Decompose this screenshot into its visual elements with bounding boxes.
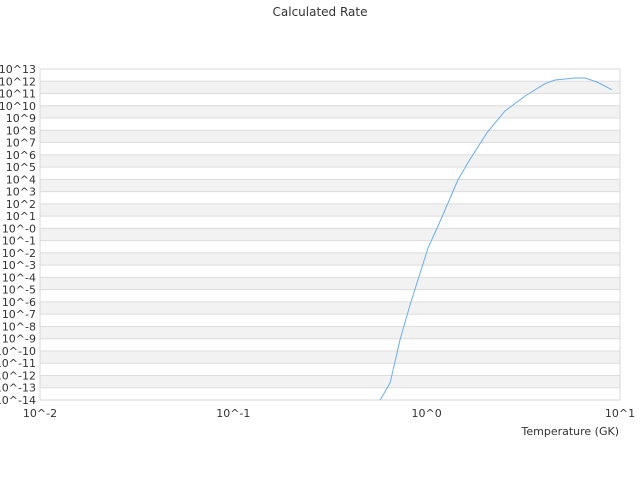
y-tick-label: 10^-7 xyxy=(2,308,36,321)
grid-band xyxy=(40,252,620,266)
y-tick-label: 10^-14 xyxy=(0,394,36,407)
y-tick-label: 10^-5 xyxy=(2,284,36,297)
x-tick-label: 10^-2 xyxy=(23,407,57,420)
grid-band xyxy=(40,154,620,168)
x-tick-label: 10^1 xyxy=(605,407,635,420)
grid-band xyxy=(40,277,620,290)
y-tick-label: 10^13 xyxy=(0,63,36,76)
plot-frame xyxy=(39,68,621,401)
y-tick-label: 10^-10 xyxy=(0,345,36,358)
y-tick-label: 10^1 xyxy=(6,210,36,223)
y-tick-label: 10^-13 xyxy=(0,382,36,395)
grid-band xyxy=(40,350,620,364)
y-tick-label: 10^11 xyxy=(0,88,36,101)
grid-band xyxy=(40,203,620,217)
chart-title: Calculated Rate xyxy=(273,5,368,19)
y-tick-label: 10^-11 xyxy=(0,357,36,370)
y-tick-label: 10^-8 xyxy=(2,320,36,333)
y-tick-label: 10^-9 xyxy=(2,333,36,346)
y-tick-label: 10^-3 xyxy=(2,259,36,272)
grid-band xyxy=(40,130,620,143)
grid-band xyxy=(40,326,620,339)
y-tick-label: 10^3 xyxy=(6,186,36,199)
y-tick-label: 10^8 xyxy=(6,124,36,137)
y-tick-label: 10^12 xyxy=(0,75,36,88)
grid-band xyxy=(40,81,620,94)
y-tick-label: 10^10 xyxy=(0,100,36,113)
x-tick-label: 10^0 xyxy=(412,407,442,420)
grid-band xyxy=(40,375,620,388)
y-tick-label: 10^-4 xyxy=(2,271,36,284)
grid-band xyxy=(40,105,620,119)
y-tick-label: 10^-12 xyxy=(0,369,36,382)
grid-band xyxy=(40,228,620,241)
grid-band xyxy=(40,301,620,315)
y-tick-label: 10^5 xyxy=(6,161,36,174)
y-axis-ticks: 10^1310^1210^1110^1010^910^810^710^610^5… xyxy=(0,63,36,407)
y-tick-label: 10^-1 xyxy=(2,235,36,248)
y-tick-label: 10^2 xyxy=(6,198,36,211)
y-tick-label: 10^-2 xyxy=(2,247,36,260)
x-axis-label: Temperature (GK) xyxy=(521,425,620,438)
grid-band xyxy=(40,179,620,192)
y-tick-label: 10^6 xyxy=(6,149,36,162)
y-tick-label: 10^7 xyxy=(6,137,36,150)
y-tick-label: 10^9 xyxy=(6,112,36,125)
x-axis-ticks: 10^-2 10^-1 10^0 10^1 xyxy=(23,407,635,420)
x-tick-label: 10^-1 xyxy=(216,407,250,420)
y-tick-label: 10^-0 xyxy=(2,222,36,235)
grid-bands xyxy=(40,81,620,388)
y-tick-label: 10^4 xyxy=(6,173,36,186)
series-line xyxy=(379,77,613,401)
y-tick-label: 10^-6 xyxy=(2,296,36,309)
